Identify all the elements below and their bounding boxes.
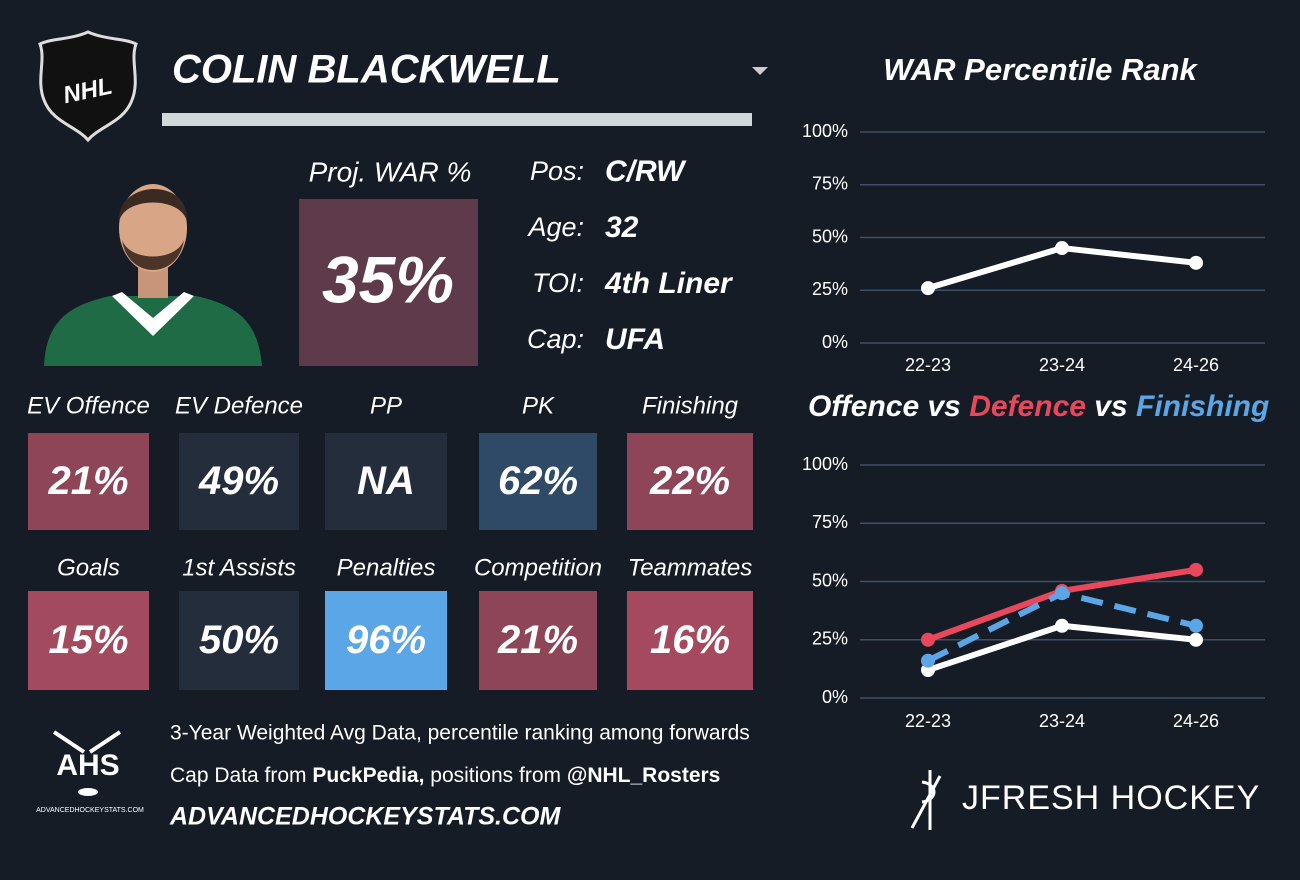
tile-value: 96% [346,618,426,662]
player-photo [44,184,262,366]
footer-text: Cap Data from [170,764,312,787]
brand-text: JFRESH HOCKEY [962,779,1260,817]
info-value: UFA [605,323,665,356]
dropdown-arrow[interactable] [752,67,768,75]
ahs-logo-caption: ADVANCEDHOCKEYSTATS.COM [36,807,144,814]
tile [627,433,753,530]
y-tick-label: 25% [812,279,848,299]
nhl-logo: NHL [38,30,138,143]
y-tick-label: 75% [812,174,848,194]
tile-value: 21% [47,459,128,503]
info-value: 4th Liner [604,267,734,300]
footer-site: ADVANCEDHOCKEYSTATS.COM [169,803,561,831]
series-point [1055,618,1069,633]
series-point [1189,562,1203,577]
jfresh-logo: JFRESH HOCKEY [910,770,1260,830]
title-series: Defence [969,390,1086,423]
ahs-logo-text: AHS [56,749,119,782]
tile [325,591,447,690]
tile-label: 1st Assists [182,554,296,581]
footer-source: @NHL_Rosters [567,764,721,787]
tile-value: 49% [198,459,279,503]
tile-label: EV Offence [27,392,150,419]
tile-value: 21% [497,618,578,662]
info-label: Age: [526,212,584,242]
tile [479,433,597,530]
tile-label: Goals [57,554,120,581]
info-label: TOI: [532,268,584,298]
y-tick-label: 100% [802,454,848,474]
tile [179,591,299,690]
y-tick-label: 0% [822,332,848,352]
tile [28,591,149,690]
y-tick-label: 50% [812,570,848,590]
tile [325,433,447,530]
tile-value: 16% [650,618,730,662]
chart-title: Offence vs Defence vs Finishing [808,390,1269,423]
x-tick-label: 23-24 [1039,711,1085,731]
series-point [921,281,935,296]
projection-value: 35% [322,242,454,316]
title-series: Finishing [1136,390,1269,423]
y-tick-label: 50% [812,226,848,246]
tile-label: Competition [474,554,602,581]
player-name: COLIN BLACKWELL [172,48,561,92]
chart-title: WAR Percentile Rank [883,52,1198,87]
tile-value: 15% [48,618,128,662]
tile-label: PP [370,392,402,419]
title-separator: vs [1094,390,1127,423]
series-point [1189,632,1203,647]
tile-grid: EV Offence 21% EV Defence 49% PP NA PK 62% Finis… [27,392,753,690]
series-point [921,632,935,647]
projection-box [299,199,478,366]
info-value: 32 [605,211,639,244]
info-label: Pos: [530,156,584,186]
tile [479,591,597,690]
y-tick-label: 100% [802,121,848,141]
x-tick-label: 24-26 [1173,711,1219,731]
ahs-logo: AHS ADVANCEDHOCKEYSTATS.COM [36,730,144,814]
x-tick-label: 24-26 [1173,355,1219,375]
x-tick-label: 23-24 [1039,355,1085,375]
series-point [1055,241,1069,256]
title-separator: vs [928,390,961,423]
tile-label: Teammates [628,554,753,581]
tile-value: NA [357,459,415,503]
tile-value: 50% [199,618,279,662]
x-tick-label: 22-23 [905,711,951,731]
series-point [1189,618,1203,633]
info-list: Pos: C/RW Age: 32 TOI: 4th Liner Cap: UFA [526,155,734,356]
footer-text: positions from [424,764,566,787]
tile-label: Penalties [337,554,436,581]
tile-label: EV Defence [175,392,303,419]
footer-note: 3-Year Weighted Avg Data, percentile ran… [170,722,750,745]
name-underline [162,113,752,126]
y-tick-label: 25% [812,629,848,649]
tile-label: PK [522,392,555,419]
projection-label: Proj. WAR % [309,156,472,187]
series-point [921,653,935,668]
y-tick-label: 75% [812,512,848,532]
info-value: C/RW [605,155,687,188]
tile [179,433,299,530]
info-label: Cap: [527,324,584,354]
y-tick-label: 0% [822,687,848,707]
tile [627,591,753,690]
tile-value: 22% [649,459,730,503]
x-tick-label: 22-23 [905,355,951,375]
series-point [1189,255,1203,270]
tile-value: 62% [498,459,578,503]
title-series: Offence [808,390,919,423]
tile [28,433,149,530]
footer-sources: Cap Data from PuckPedia, positions from … [170,764,720,787]
footer-source: PuckPedia, [312,764,424,787]
tile-label: Finishing [642,392,739,419]
series-point [1055,586,1069,601]
